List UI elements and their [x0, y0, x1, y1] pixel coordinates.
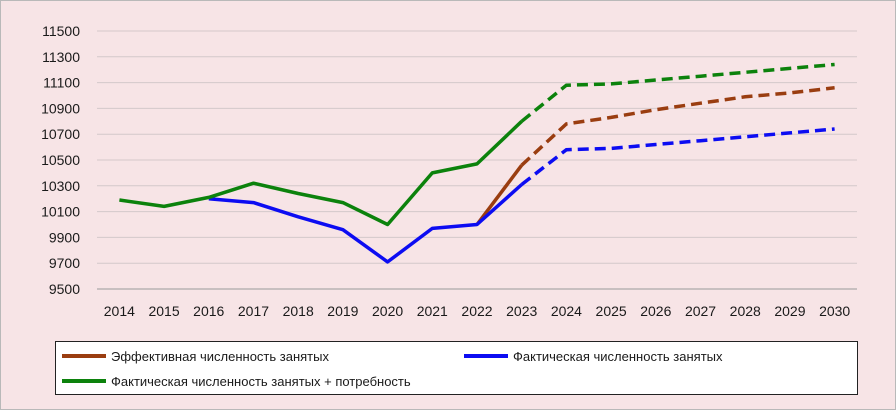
x-tick-label: 2023	[506, 303, 537, 319]
series-lines	[119, 62, 835, 264]
x-tick-label: 2016	[193, 303, 224, 319]
y-tick-label: 10100	[41, 204, 80, 220]
series-0-line-forecast	[520, 86, 835, 167]
x-tick-label: 2015	[148, 303, 179, 319]
y-tick-label: 10700	[41, 126, 80, 142]
x-tick-label: 2018	[283, 303, 314, 319]
y-tick-label: 9700	[49, 255, 80, 271]
series-1-line-forecast	[520, 127, 835, 186]
legend: Эффективная численность занятых Фактичес…	[55, 341, 858, 395]
y-tick-label: 11300	[42, 49, 80, 65]
x-tick-label: 2019	[327, 303, 358, 319]
grid-lines	[97, 30, 857, 290]
x-tick-label: 2030	[819, 303, 850, 319]
x-tick-label: 2017	[238, 303, 269, 319]
y-tick-label: 10500	[41, 152, 80, 168]
x-tick-label: 2026	[640, 303, 671, 319]
legend-item-effective: Эффективная численность занятых	[62, 346, 329, 366]
y-tick-label: 10300	[41, 178, 80, 194]
legend-label-effective: Эффективная численность занятых	[111, 348, 329, 364]
x-tick-label: 2021	[417, 303, 448, 319]
legend-swatch-effective	[62, 354, 106, 358]
x-tick-label: 2025	[596, 303, 627, 319]
x-tick-label: 2024	[551, 303, 582, 319]
legend-swatch-actual-plus-demand	[62, 379, 106, 383]
legend-item-actual-plus-demand: Фактическая численность занятых + потреб…	[62, 371, 411, 391]
y-tick-label: 11100	[43, 75, 80, 91]
legend-swatch-actual	[464, 354, 508, 358]
x-tick-label: 2029	[774, 303, 805, 319]
legend-label-actual-plus-demand: Фактическая численность занятых + потреб…	[111, 373, 411, 389]
x-tick-label: 2022	[461, 303, 492, 319]
y-tick-label: 11500	[42, 23, 80, 39]
y-tick-label: 9500	[49, 281, 80, 297]
x-tick-label: 2027	[685, 303, 716, 319]
y-axis-ticks: 9500 9700 9900 10100 10300 10500 10700 10900 111…	[41, 23, 80, 297]
y-tick-label: 10900	[41, 100, 80, 116]
x-tick-label: 2028	[730, 303, 761, 319]
x-tick-label: 2020	[372, 303, 403, 319]
x-tick-label: 2014	[104, 303, 135, 319]
series-1-line-actual	[208, 183, 523, 264]
x-axis-ticks: 2014 2015 2016 2017 2018 2019 2020 2021 2022 2023…	[104, 303, 851, 319]
series-0-line-actual	[475, 164, 524, 226]
y-tick-label: 9900	[49, 229, 80, 245]
series-2-line-actual	[119, 120, 523, 227]
series-2-line-forecast	[520, 62, 835, 123]
legend-label-actual: Фактическая численность занятых	[513, 348, 723, 364]
legend-item-actual: Фактическая численность занятых	[464, 346, 723, 366]
